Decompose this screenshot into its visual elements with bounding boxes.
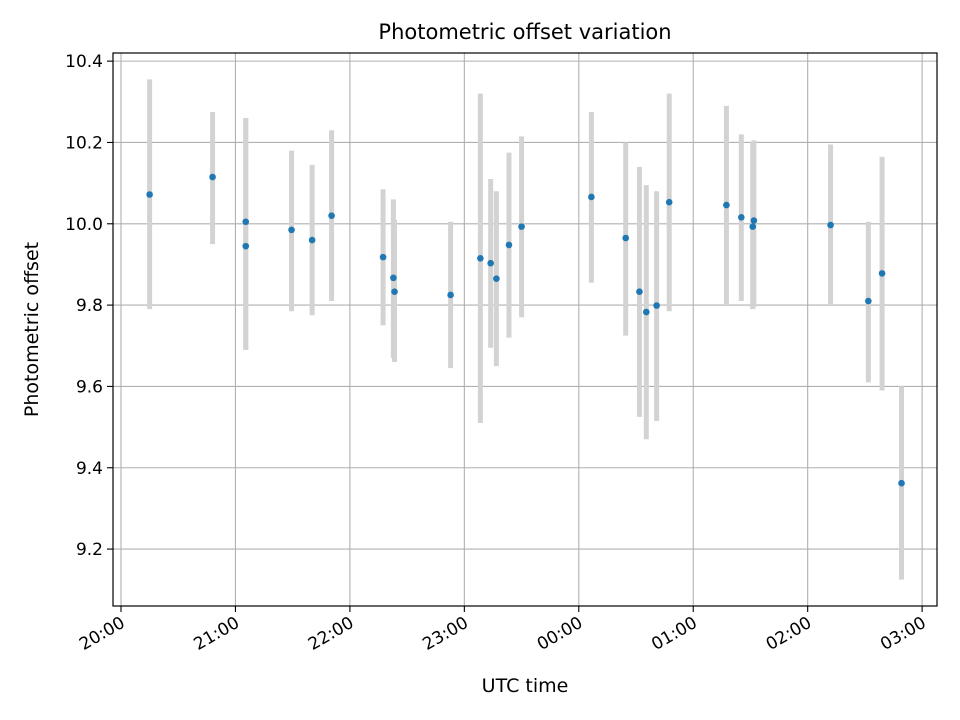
y-axis-ticks: 9.2 9.4 9.6 9.8 10.0 10.2 10.4: [65, 52, 113, 560]
y-tick-label: 9.6: [76, 377, 103, 397]
data-point: [242, 218, 250, 226]
data-point: [750, 217, 758, 224]
data-point: [653, 302, 660, 309]
data-point: [865, 297, 872, 305]
data-point: [242, 242, 250, 250]
y-tick-label: 10.2: [65, 133, 103, 153]
data-point: [505, 241, 513, 249]
y-tick-label: 9.8: [76, 296, 103, 316]
data-point: [622, 234, 630, 242]
data-point: [308, 236, 316, 244]
data-point: [390, 274, 397, 282]
y-axis-label: Photometric offset: [21, 242, 43, 417]
data-point: [749, 223, 757, 230]
x-axis-label: UTC time: [482, 675, 569, 697]
data-point: [878, 270, 886, 277]
data-point: [518, 223, 525, 230]
data-point: [643, 308, 650, 316]
data-point: [493, 275, 500, 282]
y-tick-label: 10.0: [65, 215, 103, 235]
data-point: [636, 288, 643, 295]
data-point: [288, 226, 295, 234]
plot-frame: [112, 52, 938, 607]
data-point: [328, 212, 335, 219]
marker-layer: [146, 173, 905, 487]
data-point: [665, 198, 673, 206]
data-point: [723, 201, 730, 209]
data-point: [447, 291, 454, 299]
y-tick-label: 10.4: [65, 52, 103, 72]
data-point: [827, 221, 834, 229]
data-point: [391, 288, 398, 295]
y-tick-label: 9.4: [76, 459, 103, 479]
data-point: [146, 191, 153, 198]
data-point: [898, 479, 905, 487]
data-point: [209, 173, 216, 181]
data-point: [379, 253, 387, 261]
chart-title: Photometric offset variation: [378, 20, 671, 44]
data-point: [477, 255, 484, 262]
y-tick-label: 9.2: [76, 540, 103, 560]
data-point: [588, 193, 595, 201]
grid-layer: [113, 53, 937, 606]
data-point: [487, 259, 494, 267]
data-point: [738, 213, 745, 221]
